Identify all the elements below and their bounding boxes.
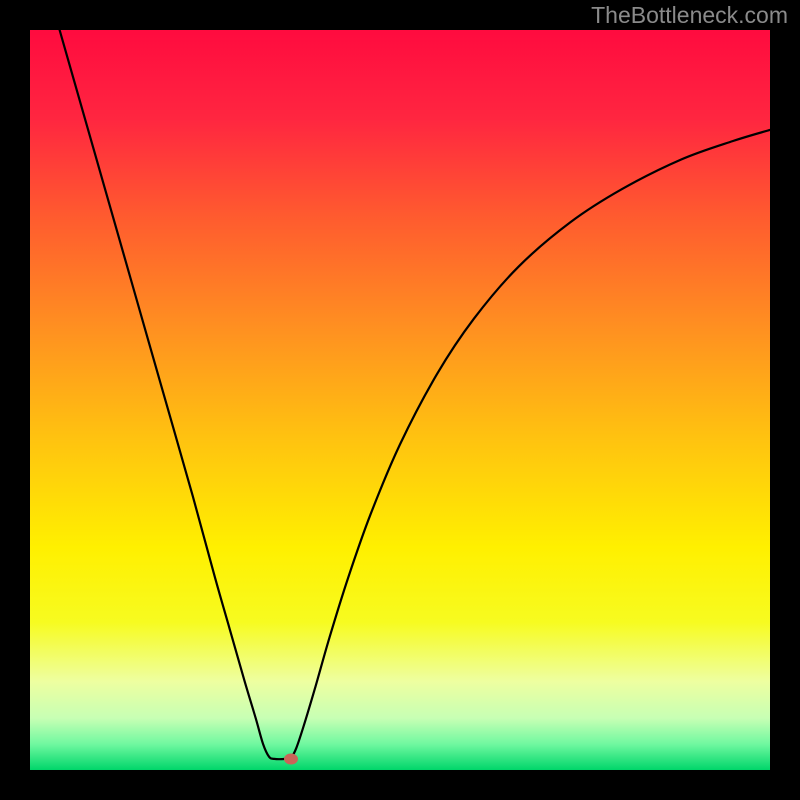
optimum-marker xyxy=(284,753,298,764)
bottleneck-curve xyxy=(60,30,770,759)
watermark-text: TheBottleneck.com xyxy=(591,2,788,29)
chart-container: TheBottleneck.com xyxy=(0,0,800,800)
curve-layer xyxy=(30,30,770,770)
plot-area xyxy=(30,30,770,770)
